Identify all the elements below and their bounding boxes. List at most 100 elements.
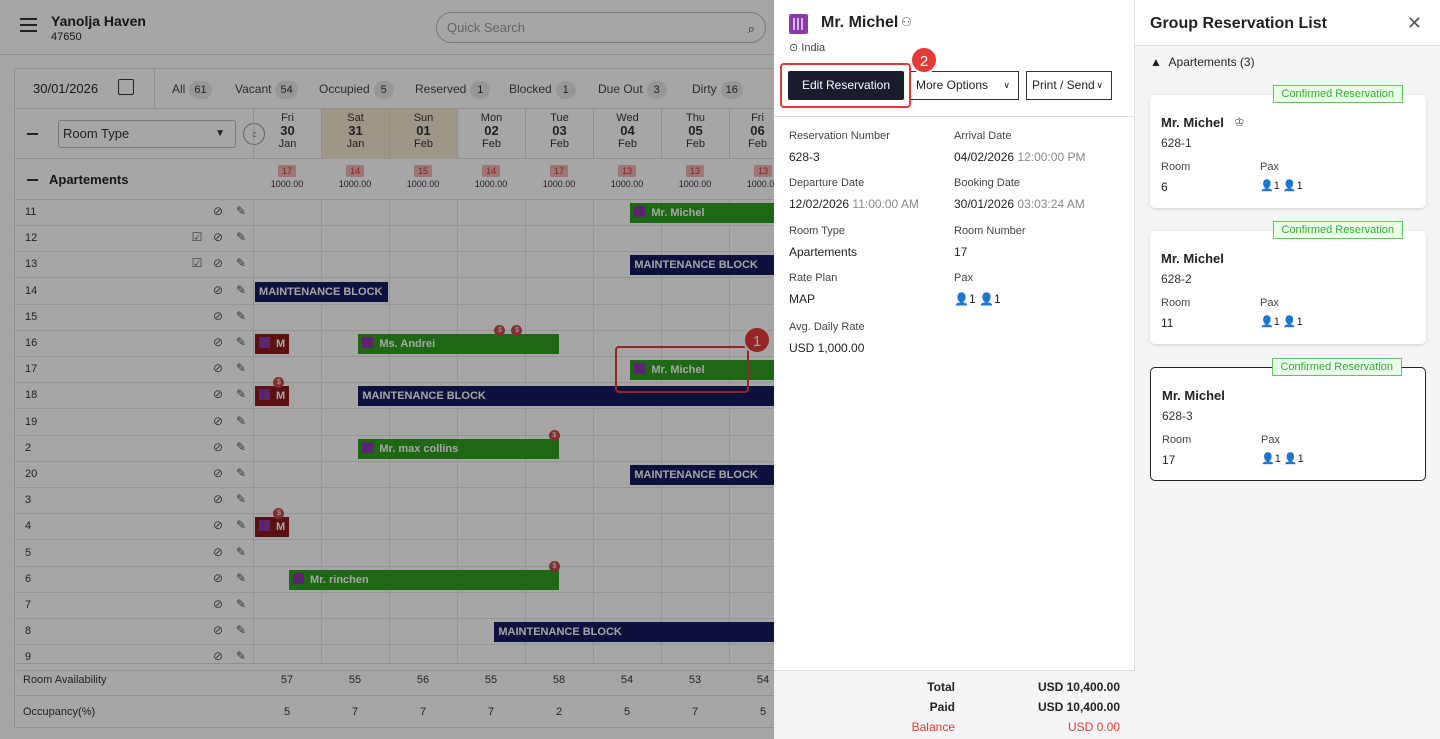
filter-chip-vacant[interactable]: Vacant 54 <box>235 81 298 99</box>
reservation-number-field: Reservation Number 628-3 <box>789 130 890 164</box>
building-icon <box>259 389 271 401</box>
day-header[interactable]: Wed 04 Feb <box>593 109 661 159</box>
day-header[interactable]: Fri 06 Feb <box>729 109 785 159</box>
no-smoking-icon: ⊘ <box>212 570 224 585</box>
day-header[interactable]: Sat 31 Jan <box>321 109 389 159</box>
reservation-bar[interactable]: MAINTENANCE BLOCK <box>630 465 785 485</box>
day-header[interactable]: Sun 01 Feb <box>389 109 457 159</box>
filter-label: Occupied <box>319 82 370 96</box>
group-reservation-card[interactable]: Confirmed Reservation Mr. Michel ♔ 628-1 Roo… <box>1150 85 1426 208</box>
highlight-box <box>780 63 911 108</box>
grid-line <box>525 200 526 664</box>
reservation-bar[interactable]: MAINTENANCE BLOCK <box>255 281 388 302</box>
day-header[interactable]: Thu 05 Feb <box>661 109 729 159</box>
grid-header: Room Type ▼ ‹ Fri 30 Jan Sat 31 Jan Sun 01 Feb Mo… <box>15 109 785 159</box>
day-header[interactable]: Tue 03 Feb <box>525 109 593 159</box>
reservation-bar[interactable]: Mr. max collins <box>358 438 559 459</box>
filter-count-badge: 3 <box>646 81 667 99</box>
reservation-bar-label: MAINTENANCE BLOCK <box>259 285 383 298</box>
housekeeping-icon: ✎ <box>235 623 247 638</box>
day-month: Feb <box>550 138 569 150</box>
edit-reservation-button[interactable]: Edit Reservation <box>788 71 904 100</box>
search-input[interactable]: Quick Search ⌕ <box>436 12 766 43</box>
prev-date-button[interactable]: ‹ <box>243 123 265 145</box>
filter-chip-blocked[interactable]: Blocked 1 <box>509 81 576 99</box>
room-number: 16 <box>25 337 38 349</box>
room-number: 11 <box>25 206 37 218</box>
building-icon <box>634 363 646 375</box>
room-availability-value: 53 <box>688 674 702 686</box>
reservation-bar[interactable]: M <box>255 517 290 538</box>
day-header[interactable]: Mon 02 Feb <box>457 109 525 159</box>
reservation-bar[interactable]: M <box>255 386 290 407</box>
rate-plan-field: Rate Plan MAP <box>789 272 837 306</box>
occupancy-value: 7 <box>351 706 359 718</box>
day-month: Feb <box>618 138 637 150</box>
reservation-bar[interactable]: Mr. rinchen <box>289 569 559 590</box>
balance-label: Balance <box>911 720 955 734</box>
total-label: Total <box>927 680 955 694</box>
pax-children: 1 <box>1297 453 1304 465</box>
availability-badge: 14 <box>345 165 364 177</box>
total-value: USD 10,400.00 <box>1037 680 1120 694</box>
room-row: 2 ⊘ ✎ <box>15 436 785 462</box>
room-number: 15 <box>25 310 38 323</box>
menu-icon[interactable] <box>20 18 37 32</box>
filter-chip-reserved[interactable]: Reserved 1 <box>415 81 491 99</box>
reservation-bar[interactable]: Ms. Andrei <box>358 334 559 354</box>
reservation-bar-label: MAINTENANCE BLOCK <box>634 259 758 272</box>
collapse-group-icon[interactable] <box>27 179 38 181</box>
room-availability-row: Room Availability 57 55 56 55 58 54 53 54 <box>15 663 785 695</box>
day-header[interactable]: Fri 30 Jan <box>253 109 321 159</box>
filter-count-badge: 54 <box>275 81 298 99</box>
no-smoking-icon: ⊘ <box>212 204 224 218</box>
day-number: 06 <box>750 123 765 138</box>
status-badge: Confirmed Reservation <box>1272 221 1403 239</box>
group-reservation-panel: Group Reservation List ✕ ▲ Apartements (… <box>1135 0 1440 739</box>
reservation-bar[interactable]: M <box>255 334 290 354</box>
reservation-bar[interactable]: Mr. Michel <box>630 203 785 223</box>
field-value: 628-3 <box>789 150 820 164</box>
more-options-button[interactable]: More Options ∨ <box>910 71 1019 100</box>
card-room-value: 6 <box>1161 180 1168 194</box>
print-send-button[interactable]: Print / Send ∨ <box>1026 71 1112 100</box>
group-reservation-card[interactable]: Confirmed Reservation Mr. Michel 628-3 Room… <box>1150 358 1426 481</box>
field-value: 12/02/2026 11:00:00 AM <box>789 197 919 211</box>
print-send-label: Print / Send <box>1032 78 1095 92</box>
housekeeping-icon: ✎ <box>235 466 247 480</box>
room-row: 15 ⊘ ✎ <box>15 305 785 331</box>
field-label: Avg. Daily Rate <box>789 321 865 333</box>
filter-chip-all[interactable]: All 61 <box>172 81 212 99</box>
filter-chip-dirty[interactable]: Dirty 16 <box>692 81 743 99</box>
room-number: 12 <box>25 232 38 245</box>
group-section-toggle[interactable]: ▲ Apartements (3) <box>1150 55 1255 69</box>
filter-chip-due-out[interactable]: Due Out 3 <box>598 81 667 99</box>
room-type-select[interactable]: Room Type ▼ <box>58 120 236 148</box>
day-availability: 15 1000.00 <box>389 165 457 189</box>
day-number: 03 <box>552 123 567 138</box>
reservation-bar[interactable]: MAINTENANCE BLOCK <box>494 622 785 643</box>
reservation-bar[interactable]: Mr. Michel <box>630 360 785 381</box>
reservation-bar[interactable]: MAINTENANCE BLOCK <box>630 255 785 276</box>
day-availability: 17 1000.00 <box>525 165 593 189</box>
modal-backdrop[interactable] <box>0 0 774 739</box>
day-number: 02 <box>484 123 499 138</box>
day-rate: 1000.00 <box>338 179 372 189</box>
day-month: Jan <box>278 138 297 150</box>
group-panel-title: Group Reservation List <box>1150 15 1327 32</box>
reservation-bar-label: MAINTENANCE BLOCK <box>362 390 486 403</box>
calendar-date[interactable]: 30/01/2026 <box>33 81 99 96</box>
reservation-bar-label: M <box>276 521 286 534</box>
avg-daily-rate-field: Avg. Daily Rate USD 1,000.00 <box>789 321 865 355</box>
filter-label: Reserved <box>415 82 467 96</box>
housekeeping-icon: ✎ <box>235 230 247 245</box>
child-icon: 👤 <box>1282 180 1297 192</box>
search-icon[interactable]: ⌕ <box>747 21 755 36</box>
housekeeping-icon: ✎ <box>235 570 247 585</box>
close-icon[interactable]: ✕ <box>1406 13 1422 33</box>
filter-chip-occupied[interactable]: Occupied 5 <box>319 81 394 99</box>
card-room-value: 11 <box>1161 316 1174 330</box>
group-reservation-card[interactable]: Confirmed Reservation Mr. Michel 628-2 Room… <box>1150 221 1426 344</box>
calendar-icon[interactable] <box>118 79 134 95</box>
collapse-icon[interactable] <box>27 133 38 135</box>
